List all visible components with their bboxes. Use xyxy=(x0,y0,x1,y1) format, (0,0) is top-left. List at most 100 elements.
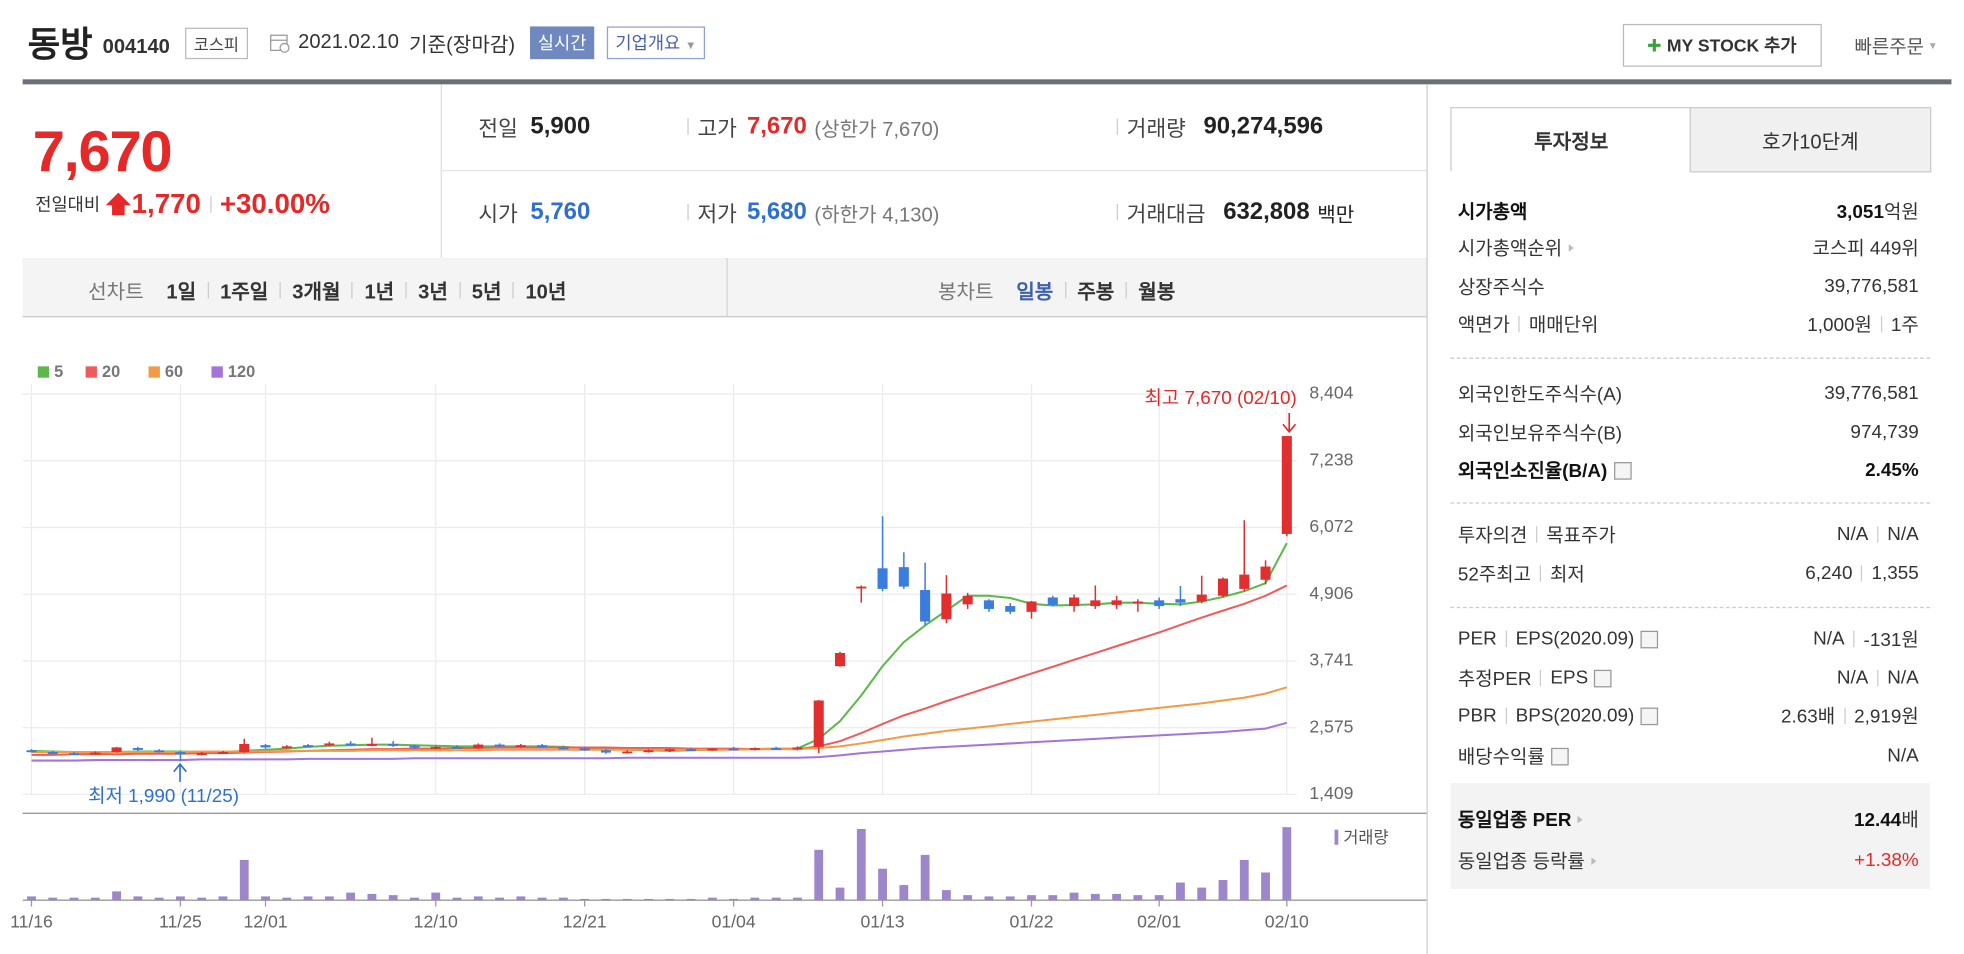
period-tab[interactable]: 1일 xyxy=(166,282,197,304)
candle-body xyxy=(749,748,760,750)
unit: 배 xyxy=(1901,809,1919,831)
y-tick-label: 3,741 xyxy=(1309,650,1353,670)
note: (하한가 4,130) xyxy=(814,204,940,226)
volume-bar xyxy=(1133,895,1143,901)
volume-bar xyxy=(452,897,462,901)
y-tick-label: 2,575 xyxy=(1309,716,1353,736)
candle-body xyxy=(324,743,335,746)
info-row: 추정PER EPS N/A N/A xyxy=(1458,665,1919,691)
tab[interactable]: 호가10단계 xyxy=(1689,107,1932,173)
realtime-button[interactable]: 실시간 xyxy=(530,26,594,60)
help-icon[interactable] xyxy=(1640,706,1659,725)
candle-body xyxy=(558,747,569,750)
volume-bar xyxy=(644,898,653,901)
info-row: 상장주식수 39,776,581 xyxy=(1458,273,1919,299)
period-tab[interactable]: 일봉 xyxy=(1016,282,1054,304)
x-tick-label: 11/25 xyxy=(159,912,202,932)
candle-body xyxy=(1175,599,1186,603)
candle-body xyxy=(686,749,697,752)
volume-bar xyxy=(282,897,292,901)
help-icon[interactable] xyxy=(1640,630,1659,648)
volume-bar xyxy=(1069,892,1079,901)
value: 632,808 xyxy=(1223,198,1310,225)
candle-body xyxy=(579,748,590,751)
summary-open: 시가 5,760 xyxy=(478,196,590,227)
candle-body xyxy=(1217,578,1229,596)
ma-line xyxy=(31,542,1288,754)
volume-bar xyxy=(90,897,100,901)
header-rule xyxy=(22,79,1952,85)
label: 동일업종 PER xyxy=(1457,809,1572,831)
volume-bar xyxy=(69,897,79,901)
separator xyxy=(512,281,515,298)
period-tab[interactable]: 월봉 xyxy=(1138,282,1176,304)
value: -131원 xyxy=(1863,629,1919,651)
volume-bar xyxy=(814,849,824,901)
x-tick-label: 01/04 xyxy=(712,912,756,932)
label: 52주최고 xyxy=(1457,564,1532,586)
candle-body xyxy=(877,568,888,589)
period-tab[interactable]: 3개월 xyxy=(292,282,341,304)
volume-bar xyxy=(176,896,185,901)
help-icon[interactable] xyxy=(1594,669,1613,687)
label: 추정PER xyxy=(1457,668,1532,690)
overview-button[interactable]: 기업개요 ▼ xyxy=(606,26,706,60)
candle-body xyxy=(1005,606,1016,612)
tab-active[interactable]: 투자정보 xyxy=(1450,107,1693,172)
candle-body xyxy=(388,744,399,746)
period-tab[interactable]: 5년 xyxy=(471,282,502,304)
volume-bar xyxy=(1282,827,1292,901)
volume-bar xyxy=(1239,859,1249,901)
volume-bar xyxy=(197,897,207,901)
volume-bar xyxy=(793,897,802,901)
volume-bar xyxy=(133,896,143,901)
candle-body xyxy=(366,744,377,746)
volume-bar xyxy=(729,898,739,901)
ma-line xyxy=(31,686,1288,754)
value: 5,680 xyxy=(746,198,807,225)
label: 거래량 xyxy=(1126,117,1186,142)
stock-name: 동방 xyxy=(27,25,93,65)
y-tick-label: 6,072 xyxy=(1309,516,1353,536)
help-icon[interactable] xyxy=(1551,747,1569,765)
volume-bar xyxy=(303,896,313,901)
period-tab[interactable]: 3년 xyxy=(418,282,448,304)
line-tabs: 선차트 1일 1주일 3개월 1년 3년 5년 10년 xyxy=(88,274,566,304)
candle-body xyxy=(68,753,80,756)
candle-body xyxy=(1196,594,1207,602)
volume-bar xyxy=(899,885,909,901)
label: 외국인한도주식수(A) xyxy=(1457,383,1623,406)
quick-order[interactable]: 빠른주문 ▼ xyxy=(1855,33,1938,59)
basis: 기준(장마감) xyxy=(409,35,516,57)
info-row: 액면가 매매단위 1,000원 1주 xyxy=(1458,311,1919,337)
info-row: 외국인소진율(B/A) 2.45% xyxy=(1458,457,1919,483)
volume-bar xyxy=(665,898,675,901)
x-tick-label: 02/01 xyxy=(1137,912,1181,932)
my-stock-button[interactable]: MY STOCK 추가 xyxy=(1622,23,1822,67)
candle-body xyxy=(345,743,356,746)
volume-bar xyxy=(1261,872,1270,901)
period-tab[interactable]: 1년 xyxy=(364,282,395,304)
change-rate: +30.00% xyxy=(219,187,330,220)
candle-body xyxy=(515,745,526,748)
volume-bar xyxy=(410,897,419,901)
summary-high: 고가 7,670 (상한가 7,670) xyxy=(687,111,939,142)
divider xyxy=(1450,606,1931,609)
x-tick-label: 01/22 xyxy=(1009,912,1053,932)
x-tick-label: 12/01 xyxy=(243,912,287,932)
help-icon[interactable] xyxy=(1613,461,1632,480)
candle-body xyxy=(856,586,867,589)
candle-body xyxy=(1111,600,1122,605)
stock-code: 004140 xyxy=(102,36,170,58)
volume-bar xyxy=(771,897,781,901)
period-tab[interactable]: 10년 xyxy=(525,282,567,304)
label: EPS xyxy=(1550,667,1589,689)
label: PBR xyxy=(1457,705,1497,727)
candle-body xyxy=(1069,597,1080,607)
value: 1주 xyxy=(1890,314,1919,337)
period-tab[interactable]: 1주일 xyxy=(220,282,269,304)
current-price: 7,670 xyxy=(32,118,173,184)
period-tab[interactable]: 주봉 xyxy=(1077,282,1115,304)
info-row: 52주최고 최저 6,240 1,355 xyxy=(1458,560,1919,586)
divider xyxy=(1450,502,1931,504)
